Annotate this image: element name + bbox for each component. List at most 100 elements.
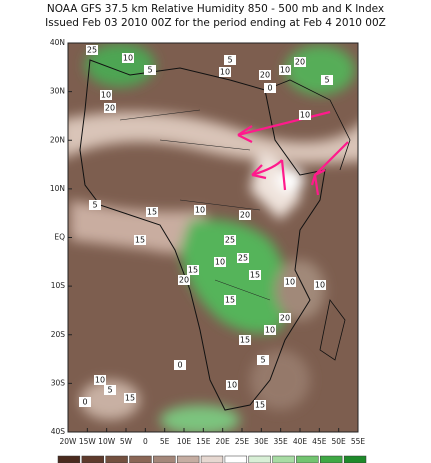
contour-label: 5 [260,356,265,365]
contour-label-bg [321,75,333,85]
contour-label-bg [237,253,249,263]
lon-label: 10E [177,437,192,446]
contour-label-bg [219,67,231,77]
contour-label-bg [194,205,206,215]
contour-label: 5 [147,66,152,75]
contour-label: 25 [225,236,235,245]
contour-label: 5 [324,76,329,85]
contour-label: 10 [195,206,205,215]
lon-label: 45E [312,437,327,446]
contour-label-bg [224,295,236,305]
contour-label-bg [226,380,238,390]
contour-label-bg [178,275,190,285]
contour-label-bg [239,335,251,345]
contour-label-bg [134,235,146,245]
contour-label: 15 [255,401,265,410]
colorbar-swatch [320,455,343,463]
contour-label: 10 [215,258,225,267]
contour-label-bg [122,53,134,63]
contour-label: 15 [147,208,157,217]
contour-label: 10 [227,381,237,390]
contour-label-bg [94,375,106,385]
lon-label: 20E [216,437,231,446]
contour-label-bg [104,385,116,395]
lon-label: 50E [332,437,347,446]
contour-label: 20 [179,276,189,285]
colorbar-swatch [153,455,176,463]
contour-label: 10 [315,281,325,290]
contour-label: 25 [87,46,97,55]
contour-label-bg [264,83,276,93]
contour-label-bg [299,110,311,120]
lat-label: 40S [51,427,66,436]
title-line: Issued Feb 03 2010 00Z for the period en… [45,17,386,29]
lon-label: 5W [120,437,133,446]
contour-label-bg [89,200,101,210]
lat-label: 20S [51,330,66,339]
lon-label: 35E [274,437,289,446]
contour-label-bg [279,313,291,323]
contour-label: 15 [135,236,145,245]
colorbar-swatch [176,455,200,463]
colorbar-swatch [105,455,128,463]
contour-label: 15 [225,296,235,305]
lon-label: 55E [351,437,366,446]
lat-label: 10S [51,281,66,290]
lon-label: 10W [98,437,116,446]
contour-label: 15 [240,336,250,345]
contour-label-bg [86,45,98,55]
contour-label-bg [239,210,251,220]
contour-label-bg [104,103,116,113]
contour-label: 15 [125,394,135,403]
lat-label: 30N [50,87,65,96]
contour-label: 20 [260,71,270,80]
lat-label: 10N [50,184,65,193]
contour-label-bg [259,70,271,80]
map-field [68,43,358,432]
lat-label: 40N [50,38,65,47]
contour-label: 5 [92,201,97,210]
contour-label-bg [224,235,236,245]
contour-label: 10 [123,54,133,63]
colorbar-swatch [81,455,104,463]
contour-label: 20 [105,104,115,113]
lon-label: 0 [143,437,148,446]
contour-label: 10 [300,111,310,120]
lon-label: 25E [235,437,250,446]
contour-label-bg [79,397,91,407]
lat-label: 30S [51,378,66,387]
contour-label-bg [257,355,269,365]
contour-label: 20 [280,314,290,323]
contour-label: 0 [82,398,87,407]
contour-label-bg [254,400,266,410]
colorbar-swatch [200,455,224,463]
contour-label: 25 [238,254,248,263]
contour-label: 10 [285,278,295,287]
contour-label: 10 [265,326,275,335]
contour-label-bg [284,277,296,287]
lon-label: 30E [254,437,269,446]
contour-label: 10 [280,66,290,75]
contour-label-bg [174,360,186,370]
contour-label: 10 [101,91,111,100]
contour-label-bg [144,65,156,75]
lat-label: EQ [54,233,65,242]
contour-label: 0 [267,84,272,93]
contour-label-bg [146,207,158,217]
contour-label: 15 [250,271,260,280]
contour-label-bg [124,393,136,403]
colorbar-swatch [272,455,295,463]
colorbar-swatch [57,455,81,463]
colorbar [57,455,367,463]
contour-label-bg [279,65,291,75]
contour-label-bg [187,265,199,275]
contour-label-bg [100,90,112,100]
contour-label: 20 [295,58,305,67]
lon-label: 15E [196,437,211,446]
lon-label: 5E [160,437,170,446]
lon-label: 20W [60,437,78,446]
lat-label: 20N [50,135,65,144]
lon-label: 15W [79,437,97,446]
